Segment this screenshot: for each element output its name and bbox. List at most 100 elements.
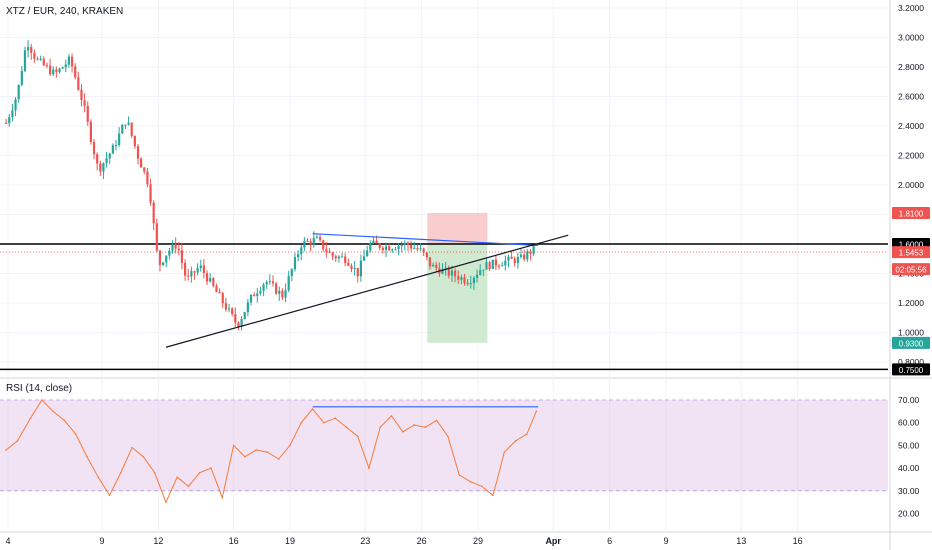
candle-body (337, 256, 341, 259)
x-tick-label: 19 (285, 536, 295, 546)
candle-body (174, 244, 177, 249)
candle-body (315, 237, 319, 239)
candle-body (447, 267, 450, 276)
candle-body (127, 122, 130, 125)
candle-body (111, 145, 114, 154)
candle-body (45, 65, 49, 67)
candle-body (369, 243, 372, 251)
price-label-box (892, 246, 930, 259)
candle-body (457, 276, 460, 280)
candle-body (246, 302, 249, 313)
candle-body (494, 259, 497, 266)
candle-body (322, 240, 325, 250)
candle-body (428, 257, 432, 267)
candle-body (306, 240, 309, 242)
candle-body (158, 250, 162, 265)
candle-body (482, 269, 485, 271)
candle-body (410, 245, 413, 249)
resistance-trendline[interactable] (312, 233, 539, 247)
x-tick-label: 6 (607, 536, 612, 546)
candle-body (441, 268, 444, 274)
candle-body (168, 250, 171, 256)
candle-body (391, 249, 394, 251)
candle-body (70, 56, 74, 67)
y-tick-label: 2.4000 (898, 121, 924, 131)
y-tick-label: 3.0000 (898, 33, 924, 43)
candle-body (8, 117, 11, 124)
candle-body (268, 281, 271, 283)
candle-body (231, 308, 234, 315)
candle-body (243, 312, 246, 320)
candle-body (23, 50, 27, 71)
candle-body (491, 259, 494, 269)
rsi-point (424, 426, 427, 429)
candle-body (259, 290, 262, 294)
symbol-title: XTZ / EUR, 240, KRAKEN (6, 6, 124, 17)
candle-body (83, 100, 86, 106)
candle-body (55, 69, 58, 73)
candle-body (325, 249, 328, 252)
x-tick-label: 9 (99, 536, 104, 546)
candle-body (281, 290, 284, 298)
rsi-point (526, 433, 528, 435)
y-tick-label: 2.2000 (898, 151, 924, 161)
price-label: 02:05:56 (895, 266, 927, 275)
price-label: 1.6000 (899, 241, 924, 250)
rsi-band (0, 400, 888, 491)
candle-body (435, 264, 438, 269)
rsi-point (29, 417, 32, 419)
y-tick-label: 0.8000 (898, 357, 924, 367)
rsi-point (165, 501, 167, 503)
candle-body (444, 267, 447, 269)
take-profit-zone[interactable] (427, 244, 488, 343)
price-label: 0.7500 (899, 366, 924, 375)
candle-body (234, 314, 237, 323)
candle-body (375, 240, 378, 244)
rsi-point (120, 471, 122, 474)
candle-body (26, 47, 30, 51)
rsi-point (300, 421, 303, 424)
rsi-title: RSI (14, close) (6, 383, 73, 394)
candle-body (162, 262, 165, 265)
rsi-point (345, 426, 348, 429)
candle-body (526, 251, 529, 260)
stop-loss-zone[interactable] (427, 213, 488, 244)
rsi-point (74, 433, 77, 435)
candle-body (300, 247, 303, 255)
candle-body (265, 281, 268, 285)
rsi-y-tick-label: 50.00 (898, 440, 920, 450)
candle-body (529, 251, 532, 254)
x-tick-label: 9 (663, 536, 668, 546)
price-label: 1.5453 (899, 249, 924, 258)
candle-body (331, 252, 334, 257)
candle-body (58, 68, 61, 73)
rsi-point (514, 440, 517, 442)
candle-body (400, 245, 403, 247)
candle-body (42, 58, 45, 66)
candle-body (48, 65, 52, 75)
candle-body (187, 275, 190, 277)
candle-body (372, 240, 375, 244)
candle-body (212, 278, 215, 286)
candle-body (108, 153, 111, 159)
candle-body (293, 257, 297, 270)
support-trendline[interactable] (165, 234, 569, 348)
candle-body (416, 248, 419, 250)
candle-body (388, 246, 391, 251)
rsi-point (16, 440, 19, 442)
candle-body (334, 256, 337, 259)
rsi-point (379, 426, 382, 429)
candle-body (384, 246, 388, 251)
candle-body (20, 70, 23, 85)
candle-body (124, 124, 127, 126)
candle-body (253, 294, 256, 297)
y-tick-label: 2.8000 (898, 62, 924, 72)
candle-body (64, 64, 67, 68)
rsi-point (503, 451, 506, 454)
rsi-point (5, 449, 7, 451)
rsi-y-tick-label: 30.00 (898, 486, 920, 496)
rsi-point (435, 419, 438, 422)
rsi-point (210, 467, 212, 469)
